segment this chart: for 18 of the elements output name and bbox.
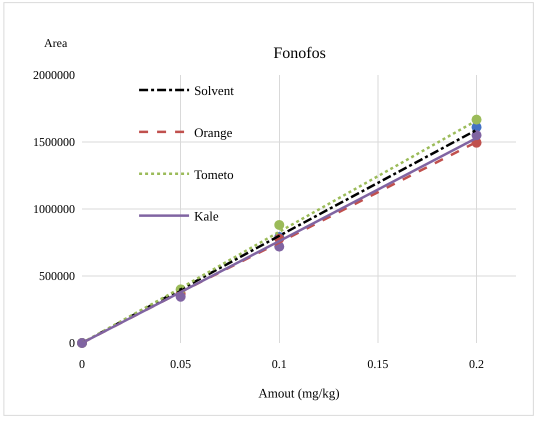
x-tick-label: 0.1 (272, 357, 287, 371)
y-tick-label: 1500000 (33, 135, 75, 150)
x-tick-label: 0.2 (469, 357, 484, 371)
x-tick-label: 0.05 (170, 357, 192, 371)
x-tick-label: 0.15 (367, 357, 388, 371)
y-tick-label: 500000 (39, 269, 75, 284)
y-tick-label: 0 (69, 336, 75, 350)
legend-label: Kale (194, 208, 219, 224)
point (274, 220, 284, 230)
legend-label: Solvent (194, 83, 234, 98)
chart-title: Fonofos (273, 45, 326, 62)
y-tick-label: 2000000 (33, 68, 75, 82)
y-axis-title: Area (44, 36, 68, 50)
legend-label: Orange (194, 124, 233, 140)
x-tick-label: 0 (79, 357, 85, 371)
legend-label: Tometo (194, 166, 234, 182)
y-tick-label: 1000000 (33, 202, 75, 216)
x-axis-title: Amout (mg/kg) (258, 386, 340, 401)
